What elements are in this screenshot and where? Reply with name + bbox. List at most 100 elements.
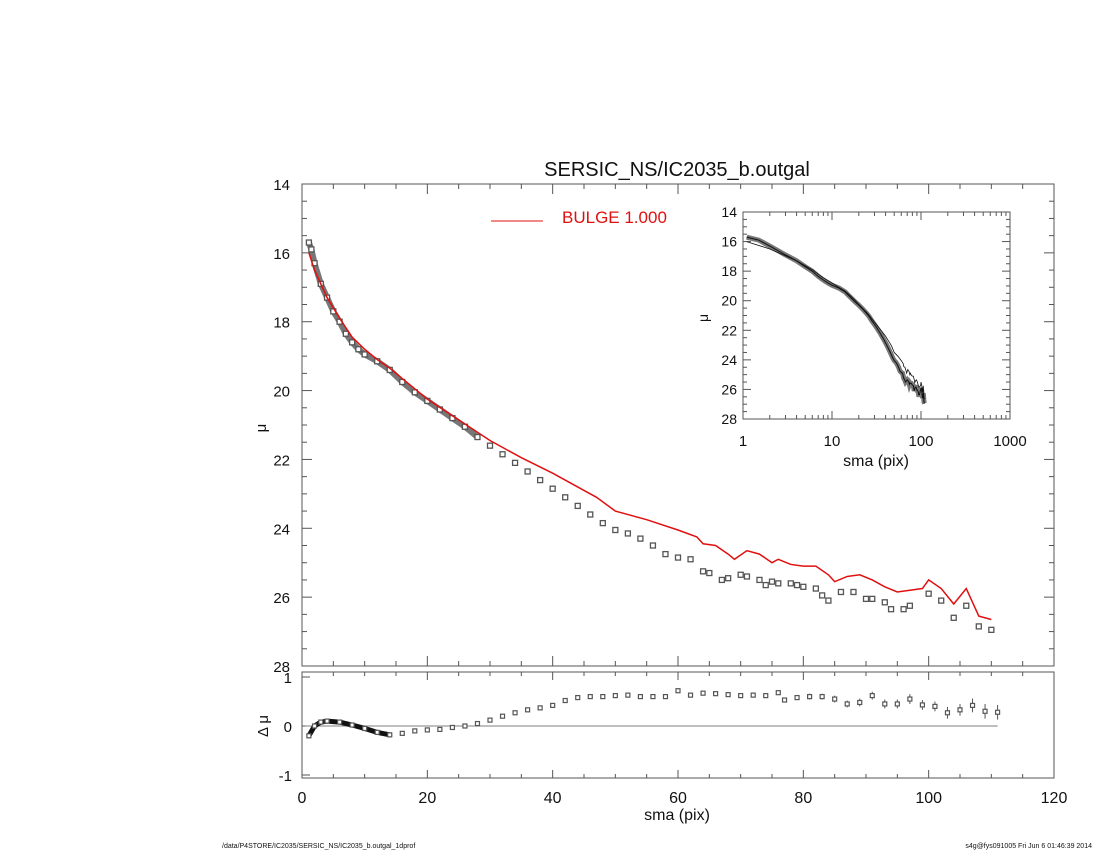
model-line	[308, 252, 992, 621]
residual-point	[424, 727, 430, 733]
profile-point	[724, 575, 732, 582]
profile-point	[800, 583, 807, 590]
residual-point	[550, 702, 556, 709]
residual-point	[412, 728, 418, 734]
profile-point	[837, 588, 845, 596]
profile-point	[637, 535, 644, 542]
residual-point	[982, 708, 988, 714]
residual-point	[944, 710, 951, 716]
profile-point	[950, 614, 957, 621]
x-tick-label: 20	[418, 790, 436, 807]
y-tick-label: 1	[284, 670, 292, 687]
residual-point	[362, 725, 368, 732]
profile-point	[562, 494, 569, 501]
residual-point	[437, 726, 443, 733]
x-tick-label: 100	[915, 790, 942, 807]
profile-point	[674, 554, 682, 561]
profile-point	[486, 442, 494, 449]
residual-point	[637, 693, 644, 700]
residual-point	[449, 724, 455, 731]
residual-point	[932, 703, 938, 710]
profile-point	[649, 542, 657, 549]
residual-point	[675, 688, 681, 694]
residual-point	[487, 717, 493, 723]
y-tick-label: 28	[721, 411, 737, 427]
x-tick-label: 1	[739, 433, 747, 450]
profile-point	[624, 530, 632, 537]
profile-point	[612, 526, 619, 534]
profile-point	[718, 576, 726, 584]
profile-point	[662, 550, 669, 558]
footer-stamp: s4g@fys091005 Fri Jun 6 01:46:39 2014	[965, 843, 1092, 850]
residual-point	[994, 709, 1001, 715]
y-tick-label: 0	[284, 719, 292, 736]
x-tick-label: 100	[908, 433, 933, 450]
x-tick-label: 40	[544, 790, 562, 807]
residual-point	[894, 701, 900, 707]
residual-point	[512, 710, 518, 716]
residual-panel: 1 0 -1	[279, 670, 1055, 785]
residual-point	[969, 702, 976, 709]
residual-point	[324, 718, 330, 724]
profile-band	[305, 239, 481, 441]
x-tick-label: 80	[794, 790, 812, 807]
profile-point	[862, 595, 870, 603]
profile-point	[887, 606, 895, 613]
residual-point	[919, 702, 926, 708]
profile-point	[348, 339, 356, 346]
profile-point	[599, 519, 606, 527]
profile-point	[900, 606, 907, 613]
profile-point	[706, 569, 713, 577]
y-tick-label: 18	[273, 315, 290, 332]
residual-point	[587, 693, 593, 700]
residual-point	[725, 692, 731, 698]
y-tick-label: 24	[273, 521, 290, 538]
residual-point	[337, 719, 343, 725]
profile-point	[925, 590, 932, 597]
profile-point	[587, 511, 594, 518]
residual-point	[844, 701, 850, 707]
residual-point	[687, 692, 694, 698]
residual-point	[575, 694, 581, 701]
profile-point	[474, 433, 481, 441]
x-tick-label: 10	[824, 433, 841, 450]
y-tick-label: 14	[721, 204, 737, 220]
residual-point	[562, 697, 568, 704]
residual-point	[399, 730, 405, 736]
inset-xlabel: sma (pix)	[843, 453, 909, 470]
footer-path: /data/P4STORE/IC2035/SERSIC_NS/IC2035_b.…	[222, 843, 415, 850]
inset-ylabel: μ	[695, 314, 711, 322]
profile-point	[762, 581, 769, 589]
profile-point	[361, 351, 368, 358]
residual-point	[763, 693, 769, 699]
residual-point	[775, 690, 781, 696]
profile-point	[881, 599, 888, 606]
profile-point	[737, 571, 744, 578]
profile-point	[812, 585, 820, 592]
profile-point	[975, 623, 982, 630]
profile-point	[768, 578, 776, 585]
residual-point	[712, 691, 719, 697]
profile-point	[787, 580, 794, 587]
residual-point	[907, 696, 913, 702]
profile-point	[305, 239, 313, 246]
profile-point	[687, 556, 694, 563]
y-tick-label: 18	[721, 263, 737, 279]
profile-point	[699, 568, 707, 575]
y-tick-label: 16	[721, 234, 737, 250]
y-tick-label: 14	[273, 177, 290, 194]
residual-point	[318, 719, 324, 725]
profile-point	[793, 581, 801, 589]
residual-point	[306, 733, 312, 739]
y-tick-label: 22	[273, 452, 290, 469]
y-tick-label: 20	[721, 293, 737, 309]
residual-frame	[301, 671, 1055, 779]
profile-point	[342, 330, 350, 337]
profile-point	[511, 459, 519, 467]
residual-point	[806, 693, 813, 700]
residual-point	[524, 707, 531, 713]
profile-point	[869, 595, 876, 603]
residual-point	[794, 694, 800, 701]
y-tick-label: 20	[273, 384, 290, 401]
